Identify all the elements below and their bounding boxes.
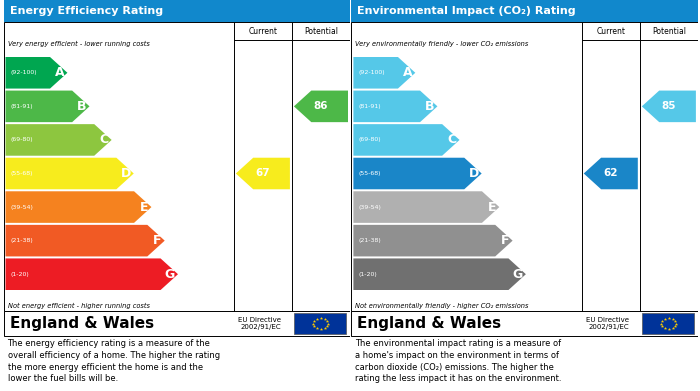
Text: E: E: [140, 201, 148, 213]
Text: D: D: [468, 167, 479, 180]
Polygon shape: [6, 124, 111, 156]
Bar: [4, 22, 350, 311]
Polygon shape: [6, 258, 178, 290]
Polygon shape: [354, 225, 512, 256]
Text: A: A: [402, 66, 412, 79]
Polygon shape: [354, 258, 526, 290]
Text: (21-38): (21-38): [10, 238, 34, 243]
Polygon shape: [354, 91, 438, 122]
Text: The environmental impact rating is a measure of
a home's impact on the environme: The environmental impact rating is a mea…: [356, 339, 562, 384]
Text: (92-100): (92-100): [358, 70, 385, 75]
Polygon shape: [6, 191, 151, 223]
Polygon shape: [584, 158, 638, 189]
Polygon shape: [354, 57, 415, 89]
Text: The energy efficiency rating is a measure of the
overall efficiency of a home. T: The energy efficiency rating is a measur…: [8, 339, 220, 384]
Text: (92-100): (92-100): [10, 70, 37, 75]
Bar: [351, 22, 698, 311]
Text: B: B: [77, 100, 87, 113]
Bar: [294, 313, 346, 334]
Polygon shape: [642, 91, 696, 122]
Text: Not energy efficient - higher running costs: Not energy efficient - higher running co…: [8, 303, 150, 309]
Text: A: A: [55, 66, 64, 79]
Text: D: D: [120, 167, 131, 180]
Text: Very energy efficient - lower running costs: Very energy efficient - lower running co…: [8, 41, 149, 47]
Text: (1-20): (1-20): [358, 272, 377, 277]
Bar: [351, 0, 698, 22]
Text: EU Directive
2002/91/EC: EU Directive 2002/91/EC: [586, 317, 629, 330]
Text: 67: 67: [256, 169, 270, 179]
Text: (21-38): (21-38): [358, 238, 382, 243]
Polygon shape: [354, 158, 482, 189]
Text: (69-80): (69-80): [10, 137, 33, 142]
Text: (81-91): (81-91): [10, 104, 33, 109]
Text: Very environmentally friendly - lower CO₂ emissions: Very environmentally friendly - lower CO…: [356, 41, 528, 47]
Text: B: B: [425, 100, 435, 113]
Polygon shape: [354, 191, 499, 223]
Text: (69-80): (69-80): [358, 137, 381, 142]
Text: Energy Efficiency Rating: Energy Efficiency Rating: [10, 6, 162, 16]
Text: G: G: [512, 268, 523, 281]
Text: Current: Current: [596, 27, 625, 36]
Text: F: F: [153, 234, 162, 247]
Polygon shape: [6, 225, 164, 256]
Text: England & Wales: England & Wales: [358, 316, 501, 331]
Text: Potential: Potential: [652, 27, 686, 36]
Polygon shape: [294, 91, 348, 122]
Text: EU Directive
2002/91/EC: EU Directive 2002/91/EC: [238, 317, 281, 330]
Polygon shape: [6, 91, 90, 122]
Text: England & Wales: England & Wales: [10, 316, 153, 331]
Text: 86: 86: [314, 101, 328, 111]
Text: C: C: [447, 133, 456, 146]
Text: Current: Current: [248, 27, 277, 36]
Text: 85: 85: [662, 101, 676, 111]
Text: (39-54): (39-54): [358, 204, 382, 210]
Polygon shape: [236, 158, 290, 189]
Text: G: G: [164, 268, 175, 281]
Text: F: F: [501, 234, 510, 247]
Text: Environmental Impact (CO₂) Rating: Environmental Impact (CO₂) Rating: [358, 6, 576, 16]
Text: (81-91): (81-91): [358, 104, 381, 109]
Text: 62: 62: [603, 169, 618, 179]
Text: (55-68): (55-68): [10, 171, 33, 176]
Text: (39-54): (39-54): [10, 204, 34, 210]
Polygon shape: [354, 124, 459, 156]
Bar: [642, 313, 694, 334]
Polygon shape: [6, 57, 67, 89]
Polygon shape: [6, 158, 134, 189]
Text: (1-20): (1-20): [10, 272, 29, 277]
Text: E: E: [488, 201, 496, 213]
Text: Not environmentally friendly - higher CO₂ emissions: Not environmentally friendly - higher CO…: [356, 303, 529, 309]
Text: Potential: Potential: [304, 27, 338, 36]
Text: C: C: [99, 133, 108, 146]
Text: (55-68): (55-68): [358, 171, 381, 176]
Bar: [351, 311, 698, 336]
Bar: [4, 0, 350, 22]
Bar: [4, 311, 350, 336]
